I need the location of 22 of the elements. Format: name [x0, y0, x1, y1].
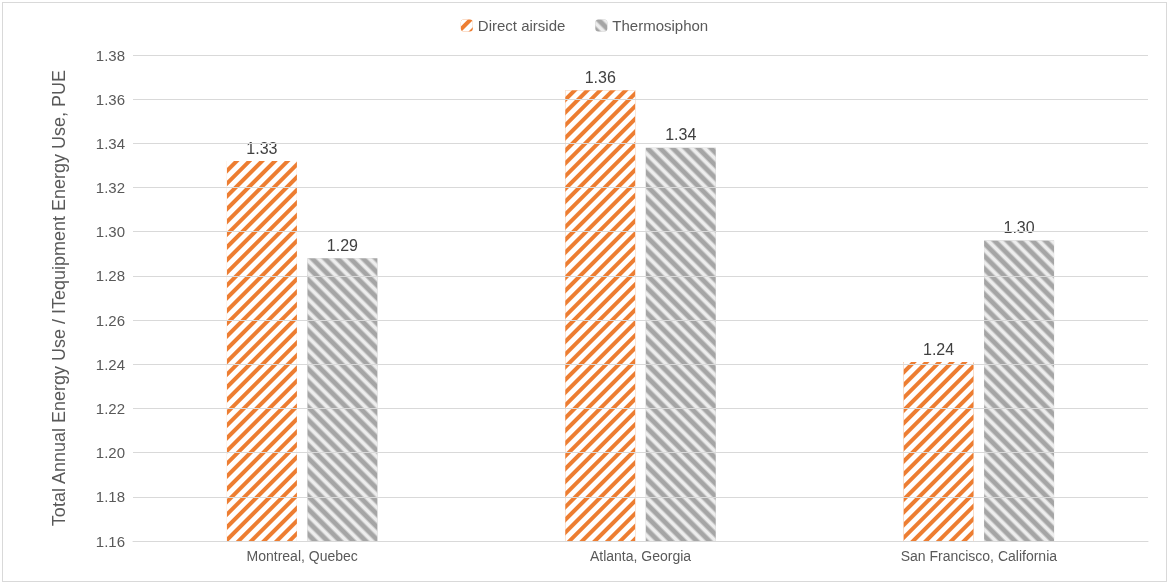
- data-label: 1.24: [923, 340, 955, 358]
- y-tick-label: 1.30: [95, 223, 125, 241]
- y-tick-label: 1.22: [95, 399, 125, 417]
- legend-label: Direct airside: [477, 17, 566, 34]
- y-tick-label: 1.38: [95, 46, 125, 64]
- data-label: 1.36: [584, 68, 616, 86]
- y-tick-label: 1.26: [95, 311, 125, 329]
- y-tick-label: 1.18: [95, 488, 125, 506]
- data-label: 1.34: [665, 126, 697, 144]
- y-tick-label: 1.32: [95, 179, 125, 197]
- x-tick-label: Montreal, Quebec: [246, 548, 358, 564]
- y-tick-label: 1.28: [95, 267, 125, 285]
- x-tick-label: San Francisco, California: [900, 548, 1058, 564]
- y-tick-label: 1.16: [95, 532, 125, 550]
- y-tick-label: 1.24: [95, 355, 125, 373]
- legend-label: Thermosiphon: [612, 17, 709, 34]
- y-tick-label: 1.34: [95, 134, 125, 152]
- y-tick-label: 1.20: [95, 444, 125, 462]
- y-axis-title: Total Annual Energy Use / ITequipment Energy Use, PUE: [49, 69, 69, 527]
- y-tick-label: 1.36: [95, 90, 125, 108]
- x-tick-label: Atlanta, Georgia: [589, 548, 692, 564]
- data-label: 1.29: [326, 236, 359, 254]
